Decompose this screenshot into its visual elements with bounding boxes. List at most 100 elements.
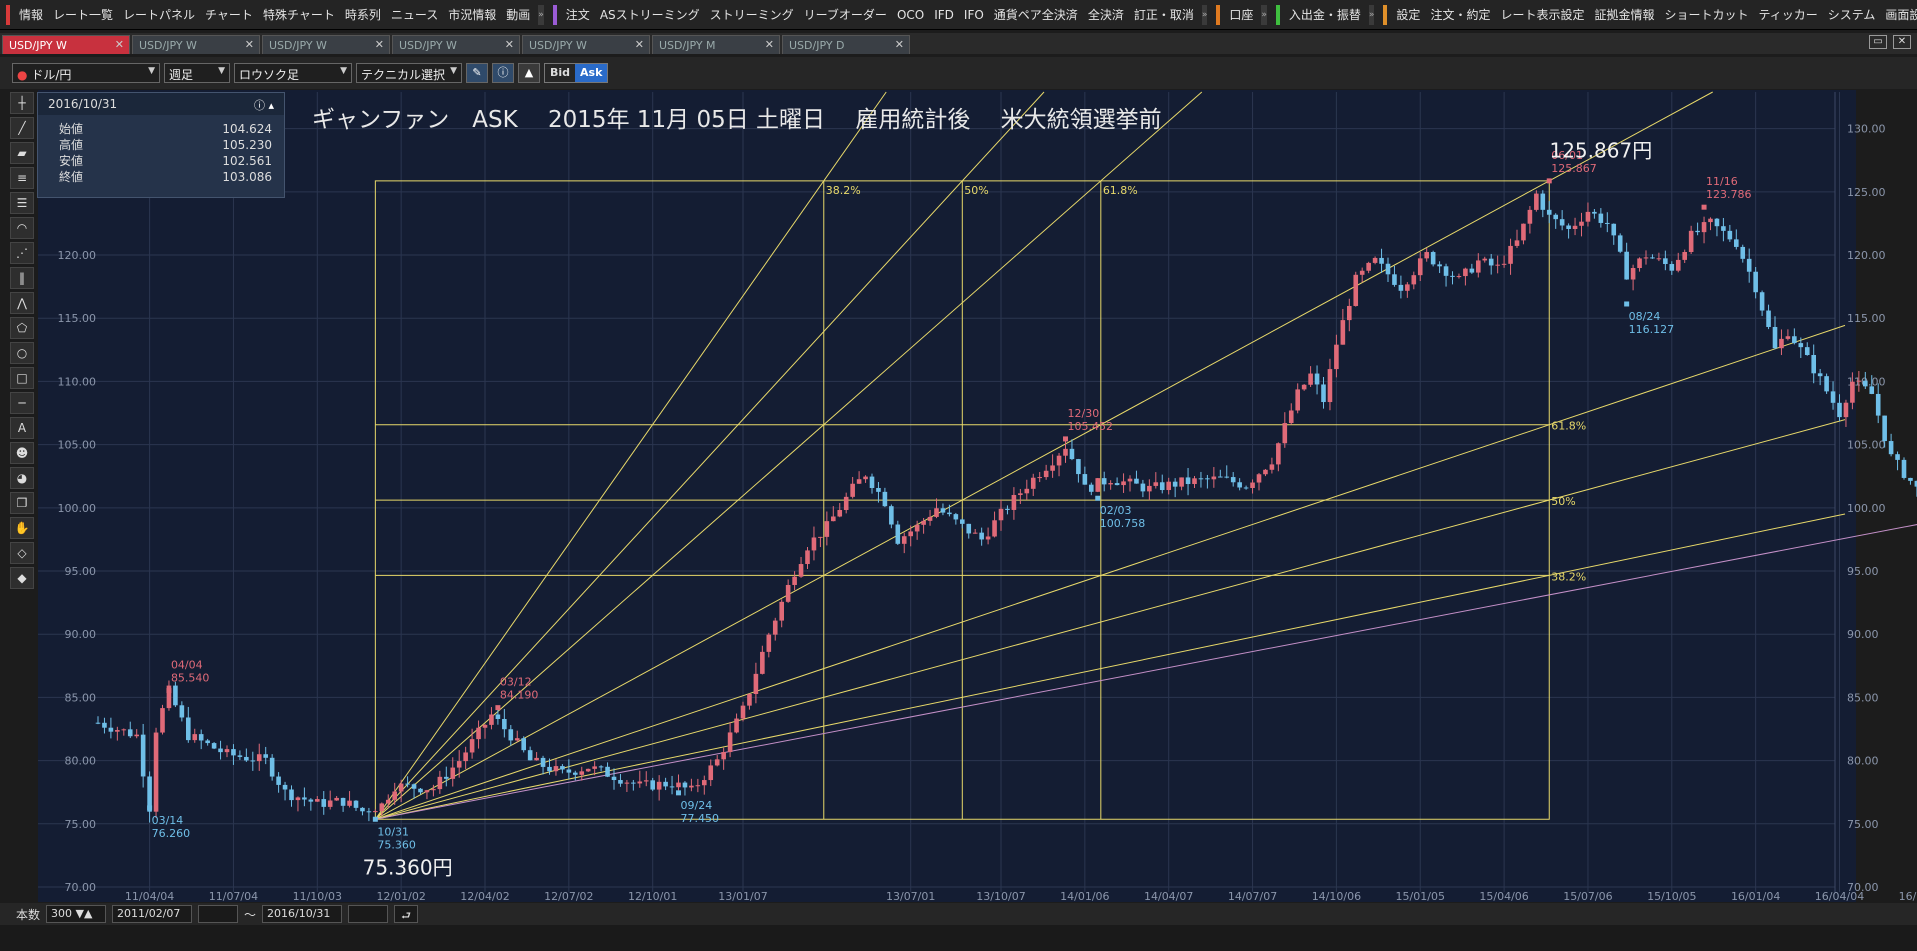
pentagon-icon[interactable]: ⬠ <box>10 317 34 339</box>
crosshair-icon[interactable]: ┼ <box>10 92 34 114</box>
menu-item[interactable]: ティッカー <box>1758 8 1818 22</box>
chart-type-select[interactable]: ロウソク足 ▼ <box>234 63 352 83</box>
menu-item[interactable]: ASストリーミング <box>599 8 700 22</box>
candle-body <box>276 776 281 785</box>
pen-tool-button[interactable]: ✎ <box>466 63 488 83</box>
chart-tab[interactable]: USD/JPY M ✕ <box>652 35 780 54</box>
circle-icon[interactable]: ○ <box>10 342 34 364</box>
chart-tab[interactable]: USD/JPY W ✕ <box>132 35 260 54</box>
candle-body <box>340 797 346 806</box>
period-select[interactable]: 週足 ▼ <box>164 63 230 83</box>
menu-item[interactable]: 通貨ペア全決済 <box>993 8 1078 22</box>
magnet-icon[interactable]: ◕ <box>10 467 34 489</box>
menu-item[interactable]: 情報 <box>19 8 44 22</box>
gann-fan-icon[interactable]: ⋰ <box>10 242 34 264</box>
candle-body <box>379 803 385 812</box>
menu-item[interactable]: 注文・約定 <box>1430 8 1491 22</box>
copy-icon[interactable]: ❐ <box>10 492 34 514</box>
bid-option[interactable]: Bid <box>550 66 571 79</box>
y-tick-label-right: 75.00 <box>1847 818 1879 831</box>
menu-overflow-icon[interactable]: » <box>538 4 544 25</box>
chart-tab[interactable]: USD/JPY W ✕ <box>392 35 520 54</box>
candle-body <box>295 797 301 801</box>
ask-option[interactable]: Ask <box>575 64 608 82</box>
horizontal-lines-icon[interactable]: ≡ <box>10 167 34 189</box>
maximize-icon[interactable]: ▭ <box>1869 35 1887 49</box>
currency-pair-select[interactable]: ● ドル/円 ▼ <box>12 63 160 83</box>
candle-body <box>650 780 655 790</box>
menu-item[interactable]: チャート <box>205 8 253 22</box>
candle-body <box>805 550 810 565</box>
count-input[interactable]: 300 ▼▲ <box>46 905 107 923</box>
menu-item[interactable]: レート一覧 <box>53 8 114 22</box>
menu-item[interactable]: IFD <box>934 7 954 22</box>
menu-overflow-icon[interactable]: » <box>1201 4 1208 25</box>
technical-select[interactable]: テクニカル選択 ▼ <box>356 63 462 83</box>
menu-item[interactable]: 動画 <box>506 8 531 22</box>
lock-icon[interactable]: ✋ <box>10 517 34 539</box>
trendline-icon[interactable]: ╱ <box>10 117 34 139</box>
fib-arc-icon[interactable]: ◠ <box>10 217 34 239</box>
eraser-icon[interactable]: ◇ <box>10 542 34 564</box>
menu-item[interactable]: 訂正・取消 <box>1133 8 1194 22</box>
menu-item[interactable]: 入出金・振替 <box>1288 8 1361 22</box>
menu-item[interactable]: システム <box>1827 8 1876 22</box>
stamp-icon[interactable]: ☻ <box>10 442 34 464</box>
chart-tab-label: USD/JPY W <box>269 39 327 52</box>
bid-ask-toggle[interactable]: Bid Ask <box>544 63 609 83</box>
text-icon[interactable]: A <box>10 417 34 439</box>
ruler-icon[interactable]: ▰ <box>10 142 34 164</box>
menu-item[interactable]: 市況情報 <box>448 8 497 22</box>
menu-item[interactable]: 特殊チャート <box>262 8 335 22</box>
menu-item[interactable]: 全決済 <box>1087 8 1124 22</box>
menu-item[interactable]: レート表示設定 <box>1500 8 1585 22</box>
close-tab-icon[interactable]: ✕ <box>244 38 254 51</box>
menu-item[interactable]: ショートカット <box>1664 8 1749 22</box>
to-time-input[interactable] <box>348 905 389 923</box>
hline-icon[interactable]: ─ <box>10 392 34 414</box>
menu-item[interactable]: ストリーミング <box>709 8 794 22</box>
menu-item[interactable]: OCO <box>896 7 925 22</box>
from-date-input[interactable]: 2011/02/07 <box>112 905 193 923</box>
close-tab-icon[interactable]: ✕ <box>764 38 774 51</box>
close-window-icon[interactable]: ✕ <box>1893 35 1911 49</box>
mountain-chart-button[interactable]: ▲ <box>518 63 540 83</box>
menu-item[interactable]: レートパネル <box>123 8 196 22</box>
to-date-input[interactable]: 2016/10/31 <box>262 905 343 923</box>
gann-fan: 38.2% 38.2% 50% 50% 61.8% 61.8% <box>374 91 1917 820</box>
info-icon[interactable]: ⓘ ▴ <box>253 99 274 112</box>
menu-item[interactable]: 口座 <box>1229 8 1254 22</box>
menu-overflow-icon[interactable]: » <box>1368 4 1375 25</box>
stepper-icon[interactable]: ▼▲ <box>75 907 93 920</box>
info-button[interactable]: ⓘ <box>492 63 514 83</box>
close-tab-icon[interactable]: ✕ <box>374 38 384 51</box>
menu-item[interactable]: 時系列 <box>344 8 381 22</box>
close-tab-icon[interactable]: ✕ <box>894 38 904 51</box>
menu-item[interactable]: IFO <box>963 7 984 22</box>
menu-item[interactable]: 設定 <box>1396 8 1421 22</box>
candle-body <box>115 730 120 732</box>
rectangle-icon[interactable]: □ <box>10 367 34 389</box>
pitchfork-icon[interactable]: ⋀ <box>10 292 34 314</box>
close-tab-icon[interactable]: ✕ <box>634 38 644 51</box>
close-tab-icon[interactable]: ✕ <box>504 38 514 51</box>
erase-all-icon[interactable]: ◆ <box>10 567 34 589</box>
apply-icon[interactable]: ⮐ <box>394 905 419 923</box>
fibonacci-icon[interactable]: ☰ <box>10 192 34 214</box>
chart-tab[interactable]: USD/JPY W ✕ <box>262 35 390 54</box>
menu-item[interactable]: ニュース <box>390 8 439 22</box>
chart-tab[interactable]: USD/JPY D ✕ <box>782 35 910 54</box>
menu-item[interactable]: 証拠金情報 <box>1594 8 1655 22</box>
chart-tab[interactable]: USD/JPY W ✕ <box>522 35 650 54</box>
from-time-input[interactable] <box>198 905 239 923</box>
vertical-lines-icon[interactable]: ‖ <box>10 267 34 289</box>
menu-item[interactable]: リーブオーダー <box>803 8 887 22</box>
candle-body <box>953 514 959 520</box>
chart-tab[interactable]: USD/JPY W ✕ <box>2 35 130 54</box>
menu-overflow-icon[interactable]: » <box>1261 4 1267 25</box>
close-tab-icon[interactable]: ✕ <box>114 38 124 51</box>
menu-item[interactable]: 注文 <box>565 8 590 22</box>
menu-item[interactable]: 画面設定 <box>1885 8 1917 22</box>
extreme-marker <box>1095 495 1101 501</box>
